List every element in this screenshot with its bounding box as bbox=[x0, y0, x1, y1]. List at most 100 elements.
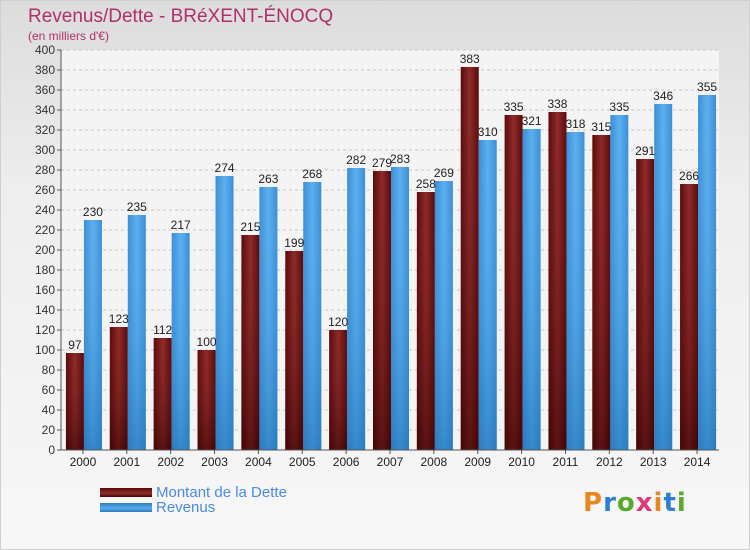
proxiti-logo: Proxiti bbox=[583, 488, 687, 518]
y-tick-label: 320 bbox=[35, 123, 55, 137]
y-tick-label: 380 bbox=[35, 63, 55, 77]
data-label-debt: 215 bbox=[240, 220, 260, 234]
x-tick-label: 2001 bbox=[113, 455, 140, 469]
bar-revenue-shade bbox=[215, 176, 234, 450]
y-tick-label: 140 bbox=[35, 303, 55, 317]
data-label-debt: 112 bbox=[153, 323, 172, 337]
bar-revenue-shade bbox=[259, 187, 278, 450]
data-label-debt: 100 bbox=[197, 335, 217, 349]
y-tick-label: 200 bbox=[35, 243, 55, 257]
legend-item-revenue: Revenus bbox=[100, 499, 287, 516]
x-tick-label: 2009 bbox=[464, 455, 491, 469]
y-tick-label: 240 bbox=[35, 203, 55, 217]
x-tick-label: 2003 bbox=[201, 455, 228, 469]
x-tick-label: 2012 bbox=[596, 455, 623, 469]
data-label-debt: 291 bbox=[635, 144, 655, 158]
bar-debt-shade bbox=[416, 192, 435, 450]
x-tick-label: 2011 bbox=[553, 455, 579, 469]
bar-revenue-shade bbox=[127, 215, 146, 450]
y-tick-label: 120 bbox=[35, 323, 55, 337]
bar-revenue-shade bbox=[698, 95, 717, 450]
y-tick-label: 300 bbox=[35, 143, 55, 157]
logo-letter: i bbox=[653, 488, 664, 518]
logo-letter: o bbox=[616, 488, 636, 518]
y-tick-label: 400 bbox=[35, 43, 55, 57]
bar-debt-shade bbox=[153, 338, 172, 450]
x-tick-label: 2002 bbox=[157, 455, 184, 469]
bar-revenue-shade bbox=[654, 104, 673, 450]
data-label-revenue: 282 bbox=[346, 153, 366, 167]
bar-debt-shade bbox=[636, 159, 655, 450]
data-label-debt: 383 bbox=[460, 52, 480, 66]
data-label-revenue: 355 bbox=[697, 80, 717, 94]
y-tick-label: 60 bbox=[42, 383, 56, 397]
data-label-debt: 258 bbox=[416, 177, 436, 191]
legend-label-revenue: Revenus bbox=[156, 499, 216, 516]
legend-swatch-debt bbox=[100, 488, 152, 497]
data-label-revenue: 283 bbox=[390, 152, 410, 166]
data-label-debt: 120 bbox=[328, 315, 348, 329]
bar-debt-shade bbox=[680, 184, 699, 450]
x-tick-label: 2013 bbox=[640, 455, 667, 469]
y-tick-label: 40 bbox=[42, 403, 56, 417]
bar-debt-shade bbox=[504, 115, 523, 450]
data-label-debt: 123 bbox=[109, 312, 129, 326]
x-tick-label: 2006 bbox=[333, 455, 360, 469]
data-label-revenue: 310 bbox=[478, 125, 498, 139]
legend: Montant de la Dette Revenus bbox=[100, 484, 287, 516]
x-tick-label: 2004 bbox=[245, 455, 272, 469]
logo-letter: r bbox=[603, 488, 617, 518]
bar-debt-shade bbox=[548, 112, 567, 450]
bar-debt-shade bbox=[460, 67, 479, 450]
bar-revenue-shade bbox=[610, 115, 629, 450]
y-tick-label: 260 bbox=[35, 183, 55, 197]
x-tick-label: 2010 bbox=[508, 455, 535, 469]
y-tick-label: 280 bbox=[35, 163, 55, 177]
legend-swatch-revenue bbox=[100, 503, 152, 512]
data-label-revenue: 268 bbox=[302, 167, 322, 181]
bar-revenue-shade bbox=[303, 182, 322, 450]
bar-debt-shade bbox=[373, 171, 391, 450]
data-label-revenue: 321 bbox=[522, 114, 542, 128]
chart-title: Revenus/Dette - BRéXENT-ÉNOCQ bbox=[28, 6, 334, 27]
data-label-debt: 338 bbox=[547, 97, 567, 111]
logo-letter: i bbox=[676, 488, 687, 518]
x-tick-label: 2005 bbox=[289, 455, 316, 469]
data-label-revenue: 263 bbox=[258, 172, 278, 186]
bar-debt-shade bbox=[197, 350, 216, 450]
logo-letter: t bbox=[663, 488, 677, 518]
y-tick-label: 80 bbox=[42, 363, 56, 377]
bar-revenue-shade bbox=[434, 181, 453, 450]
data-label-revenue: 318 bbox=[565, 117, 585, 131]
bar-revenue-shade bbox=[566, 132, 585, 450]
data-label-debt: 335 bbox=[504, 100, 524, 114]
bar-debt-shade bbox=[65, 353, 84, 450]
y-tick-label: 360 bbox=[35, 83, 55, 97]
bar-revenue-shade bbox=[347, 168, 366, 450]
legend-label-debt: Montant de la Dette bbox=[156, 484, 287, 501]
bar-debt-shade bbox=[241, 235, 260, 450]
data-label-revenue: 335 bbox=[609, 100, 629, 114]
bar-debt-shade bbox=[592, 135, 611, 450]
data-label-debt: 315 bbox=[591, 120, 611, 134]
logo-letter: P bbox=[583, 488, 604, 518]
chart-subtitle: (en milliers d'€) bbox=[28, 29, 109, 43]
data-label-debt: 199 bbox=[284, 236, 304, 250]
y-tick-label: 20 bbox=[42, 423, 56, 437]
y-tick-label: 340 bbox=[35, 103, 55, 117]
bar-debt-shade bbox=[285, 251, 304, 450]
bar-revenue-shade bbox=[391, 167, 409, 450]
logo-letter: x bbox=[635, 488, 654, 518]
bar-revenue-shade bbox=[478, 140, 497, 450]
x-tick-label: 2007 bbox=[377, 455, 404, 469]
data-label-revenue: 269 bbox=[434, 166, 454, 180]
x-tick-label: 2008 bbox=[421, 455, 448, 469]
data-label-revenue: 346 bbox=[653, 89, 673, 103]
y-tick-label: 180 bbox=[35, 263, 55, 277]
data-label-revenue: 235 bbox=[127, 200, 147, 214]
bar-debt-shade bbox=[109, 327, 128, 450]
bar-revenue-shade bbox=[171, 233, 190, 450]
y-tick-label: 220 bbox=[35, 223, 55, 237]
y-tick-label: 0 bbox=[48, 443, 55, 457]
y-tick-label: 160 bbox=[35, 283, 55, 297]
